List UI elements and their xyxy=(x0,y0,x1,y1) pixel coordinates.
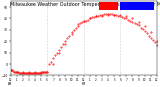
Text: Milwaukee Weather Outdoor Temperature vs Wind Chill per Minute (24 Hours): Milwaukee Weather Outdoor Temperature vs… xyxy=(10,2,160,7)
